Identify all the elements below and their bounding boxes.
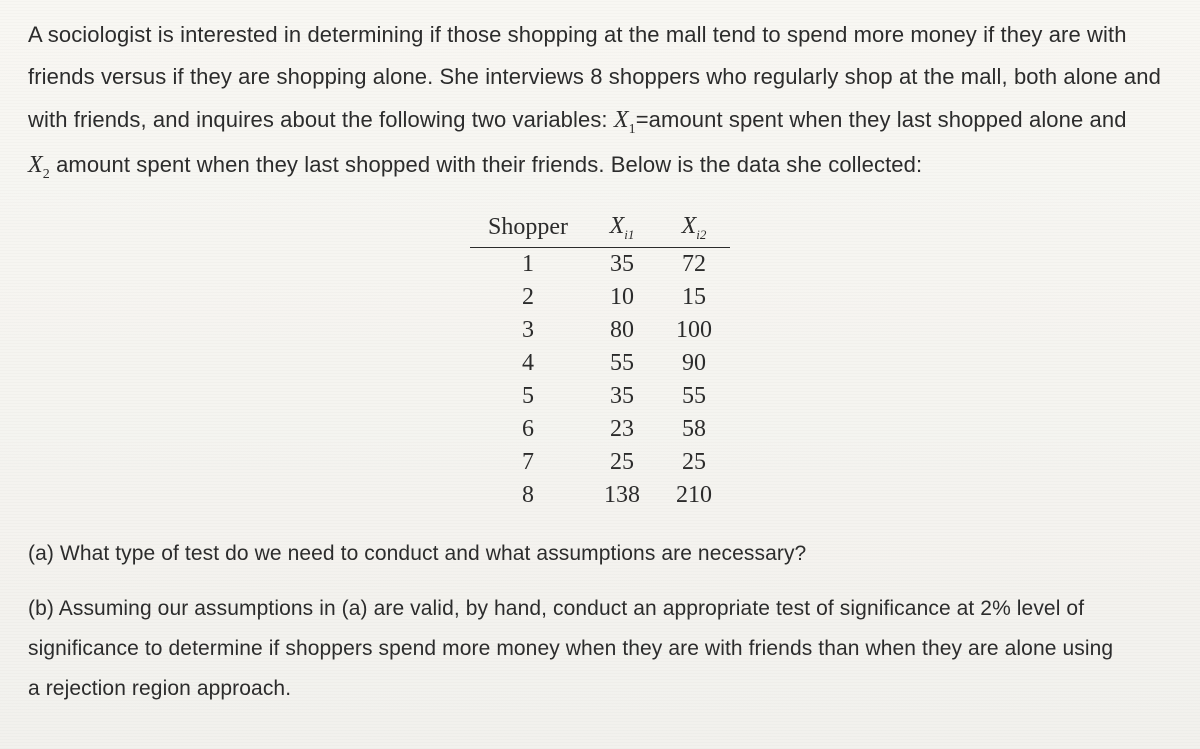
table-row: 13572	[470, 247, 730, 281]
question-page: A sociologist is interested in determini…	[0, 0, 1200, 749]
variable-subscript: 2	[43, 167, 50, 182]
cell-x2: 15	[658, 281, 730, 314]
table-row: 53555	[470, 380, 730, 413]
table-row: 8138210	[470, 479, 730, 512]
variable-subscript: 1	[629, 121, 636, 136]
table-row: 45590	[470, 347, 730, 380]
cell-x1: 10	[586, 281, 658, 314]
table-row: 72525	[470, 446, 730, 479]
cell-shopper: 8	[470, 479, 586, 512]
cell-x1: 35	[586, 247, 658, 281]
header-var-base: X	[610, 213, 625, 239]
intro-paragraph: A sociologist is interested in determini…	[28, 14, 1172, 189]
cell-x2: 25	[658, 446, 730, 479]
cell-x2: 210	[658, 479, 730, 512]
header-x2: Xi2	[658, 211, 730, 247]
table-header-row: Shopper Xi1 Xi2	[470, 211, 730, 247]
header-var-base: X	[682, 213, 697, 239]
cell-shopper: 1	[470, 247, 586, 281]
cell-shopper: 3	[470, 314, 586, 347]
variable-base: X	[614, 107, 629, 133]
cell-x2: 58	[658, 413, 730, 446]
question-b-text: (b) Assuming our assumptions in (a) are …	[28, 597, 1084, 620]
question-a: (a) What type of test do we need to cond…	[28, 534, 1172, 574]
data-table: Shopper Xi1 Xi2 135722101538010045590535…	[470, 211, 730, 512]
cell-x1: 138	[586, 479, 658, 512]
cell-x2: 72	[658, 247, 730, 281]
intro-text: =amount spent when they last shopped alo…	[636, 107, 1127, 132]
cell-shopper: 2	[470, 281, 586, 314]
table-body: 1357221015380100455905355562358725258138…	[470, 247, 730, 512]
header-shopper: Shopper	[470, 211, 586, 247]
cell-x1: 80	[586, 314, 658, 347]
cell-x1: 23	[586, 413, 658, 446]
variable-base: X	[28, 152, 43, 178]
cell-shopper: 5	[470, 380, 586, 413]
variable-x1: X1	[614, 107, 636, 133]
cell-shopper: 4	[470, 347, 586, 380]
header-var-sub: i2	[696, 227, 706, 242]
table-row: 380100	[470, 314, 730, 347]
cell-shopper: 7	[470, 446, 586, 479]
cell-x2: 90	[658, 347, 730, 380]
intro-text: amount spent when they last shopped with…	[50, 152, 922, 177]
intro-text: with friends, and inquires about the fol…	[28, 107, 614, 132]
table-row: 62358	[470, 413, 730, 446]
cell-x1: 55	[586, 347, 658, 380]
question-b: (b) Assuming our assumptions in (a) are …	[28, 589, 1172, 709]
intro-text: friends versus if they are shopping alon…	[28, 64, 1161, 89]
variable-x2: X2	[28, 152, 50, 178]
question-b-text: significance to determine if shoppers sp…	[28, 637, 1113, 660]
header-x1: Xi1	[586, 211, 658, 247]
header-var-sub: i1	[624, 227, 634, 242]
question-b-text: a rejection region approach.	[28, 677, 291, 700]
cell-shopper: 6	[470, 413, 586, 446]
table-row: 21015	[470, 281, 730, 314]
cell-x1: 25	[586, 446, 658, 479]
cell-x2: 55	[658, 380, 730, 413]
cell-x1: 35	[586, 380, 658, 413]
cell-x2: 100	[658, 314, 730, 347]
intro-text: A sociologist is interested in determini…	[28, 22, 1127, 47]
